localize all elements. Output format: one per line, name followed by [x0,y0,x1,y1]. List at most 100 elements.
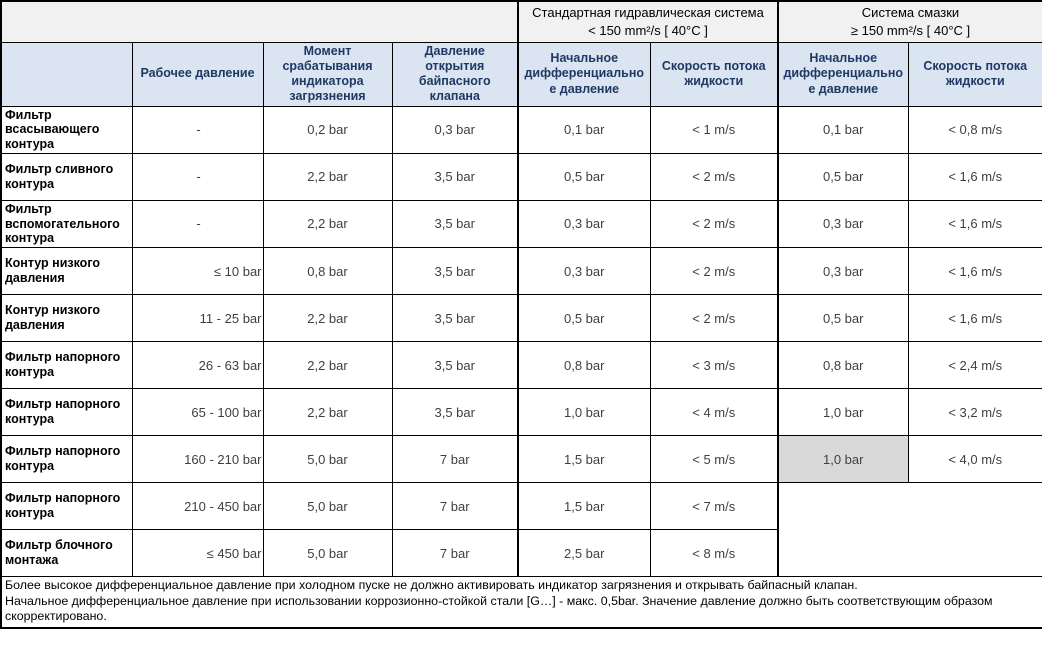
table-row: Контур низкого давления 11 - 25 bar 2,2 … [0,294,1042,342]
std-flow-velocity-cell: < 1 m/s [649,105,779,154]
col-header-blank [0,41,133,107]
group-title: Система смазки [861,5,960,21]
filter-name-cell: Фильтр сливного контура [0,152,133,201]
table-row: Фильтр блочного монтажа ≤ 450 bar 5,0 ba… [0,529,1042,577]
working-pressure-cell: - [131,199,264,249]
std-flow-velocity-cell: < 5 m/s [649,435,779,483]
note-line: Более высокое дифференциальное давление … [5,578,858,592]
table-row: Фильтр напорного контура 65 - 100 bar 2,… [0,388,1042,436]
table-row: Контур низкого давления ≤ 10 bar 0,8 bar… [0,247,1042,295]
std-initial-dp-cell: 2,5 bar [517,529,651,577]
lub-flow-velocity-cell: < 1,6 m/s [907,152,1042,201]
group-subtitle: < 150 mm²/s [ 40°C ] [588,22,708,38]
std-initial-dp-cell: 1,5 bar [517,482,651,530]
table-row: Фильтр вспомогательного контура - 2,2 ba… [0,199,1042,249]
lub-initial-dp-cell: 1,0 bar [777,388,909,436]
std-flow-velocity-cell: < 3 m/s [649,341,779,389]
indicator-pressure-cell: 0,8 bar [262,247,393,295]
lub-flow-velocity-cell: < 3,2 m/s [907,388,1042,436]
note-line: Начальное дифференциальное давление при … [5,593,993,624]
indicator-pressure-cell: 5,0 bar [262,482,393,530]
filter-name-cell: Фильтр напорного контура [0,435,133,483]
bypass-pressure-cell: 7 bar [391,482,519,530]
lub-initial-dp-cell: 0,5 bar [777,152,909,201]
indicator-pressure-cell: 5,0 bar [262,435,393,483]
std-initial-dp-cell: 1,5 bar [517,435,651,483]
col-header-indicator-pressure: Момент срабатывания индикатора загрязнен… [262,41,393,107]
table-row: Фильтр всасывающего контура - 0,2 bar 0,… [0,105,1042,154]
working-pressure-cell: 65 - 100 bar [131,388,264,436]
working-pressure-cell: ≤ 450 bar [131,529,264,577]
std-initial-dp-cell: 0,3 bar [517,247,651,295]
working-pressure-cell: 160 - 210 bar [131,435,264,483]
std-flow-velocity-cell: < 2 m/s [649,199,779,249]
std-flow-velocity-cell: < 2 m/s [649,152,779,201]
bypass-pressure-cell: 3,5 bar [391,341,519,389]
std-flow-velocity-cell: < 7 m/s [649,482,779,530]
lub-flow-velocity-cell: < 1,6 m/s [907,294,1042,342]
bypass-pressure-cell: 3,5 bar [391,388,519,436]
notes-cell: Более высокое дифференциальное давление … [0,575,1042,629]
bypass-pressure-cell: 7 bar [391,529,519,577]
std-flow-velocity-cell: < 2 m/s [649,294,779,342]
std-initial-dp-cell: 1,0 bar [517,388,651,436]
working-pressure-cell: 11 - 25 bar [131,294,264,342]
filter-name-cell: Фильтр всасывающего контура [0,105,133,154]
bypass-pressure-cell: 3,5 bar [391,247,519,295]
group-title: Стандартная гидравлическая система [532,5,764,21]
std-initial-dp-cell: 0,3 bar [517,199,651,249]
col-header-lub-flow-velocity: Скорость потока жидкости [907,41,1042,107]
bypass-pressure-cell: 3,5 bar [391,294,519,342]
col-header-working-pressure: Рабочее давление [131,41,264,107]
col-header-std-initial-dp: Начальное дифференциальное давление [517,41,651,107]
lub-merged-empty-cell [776,482,1042,577]
indicator-pressure-cell: 5,0 bar [262,529,393,577]
header-group-lubrication: Система смазки ≥ 150 mm²/s [ 40°C ] [776,0,1042,43]
std-initial-dp-cell: 0,8 bar [517,341,651,389]
working-pressure-cell: 210 - 450 bar [131,482,264,530]
working-pressure-cell: - [131,105,264,154]
std-flow-velocity-cell: < 2 m/s [649,247,779,295]
lub-initial-dp-cell: 0,5 bar [777,294,909,342]
group-subtitle: ≥ 150 mm²/s [ 40°C ] [850,22,971,38]
indicator-pressure-cell: 2,2 bar [262,388,393,436]
lub-flow-velocity-cell: < 0,8 m/s [907,105,1042,154]
table-row: Фильтр напорного контура 210 - 450 bar 5… [0,482,1042,577]
col-header-lub-initial-dp: Начальное дифференциальное давление [777,41,909,107]
lub-initial-dp-cell-highlighted: 1,0 bar [777,435,909,483]
indicator-pressure-cell: 2,2 bar [262,341,393,389]
working-pressure-cell: ≤ 10 bar [131,247,264,295]
std-initial-dp-cell: 0,1 bar [517,105,651,154]
col-header-std-flow-velocity: Скорость потока жидкости [649,41,779,107]
filter-specs-table: Стандартная гидравлическая система < 150… [0,0,1042,629]
col-header-bypass-pressure: Давление открытия байпасного клапана [391,41,519,107]
lub-flow-velocity-cell: < 4,0 m/s [907,435,1042,483]
lub-initial-dp-cell: 0,3 bar [777,199,909,249]
notes-row: Более высокое дифференциальное давление … [0,575,1042,629]
std-initial-dp-cell: 0,5 bar [517,294,651,342]
indicator-pressure-cell: 2,2 bar [262,152,393,201]
working-pressure-cell: - [131,152,264,201]
column-header-row: Рабочее давление Момент срабатывания инд… [0,41,1042,107]
header-group-standard-hydraulic: Стандартная гидравлическая система < 150… [517,0,779,43]
filter-name-cell: Фильтр блочного монтажа [0,529,133,577]
filter-name-cell: Фильтр напорного контура [0,341,133,389]
lub-initial-dp-cell: 0,8 bar [777,341,909,389]
lub-flow-velocity-cell: < 2,4 m/s [907,341,1042,389]
lub-initial-dp-cell: 0,1 bar [777,105,909,154]
bypass-pressure-cell: 3,5 bar [391,199,519,249]
header-blank-cell [0,0,519,43]
lub-initial-dp-cell: 0,3 bar [777,247,909,295]
indicator-pressure-cell: 0,2 bar [262,105,393,154]
lub-flow-velocity-cell: < 1,6 m/s [907,199,1042,249]
table-row: Фильтр сливного контура - 2,2 bar 3,5 ba… [0,152,1042,201]
indicator-pressure-cell: 2,2 bar [262,199,393,249]
working-pressure-cell: 26 - 63 bar [131,341,264,389]
filter-name-cell: Контур низкого давления [0,247,133,295]
bypass-pressure-cell: 3,5 bar [391,152,519,201]
std-flow-velocity-cell: < 8 m/s [649,529,779,577]
group-header-row: Стандартная гидравлическая система < 150… [0,0,1042,43]
filter-name-cell: Фильтр напорного контура [0,388,133,436]
table-row: Фильтр напорного контура 26 - 63 bar 2,2… [0,341,1042,389]
table-row: Фильтр напорного контура 160 - 210 bar 5… [0,435,1042,483]
